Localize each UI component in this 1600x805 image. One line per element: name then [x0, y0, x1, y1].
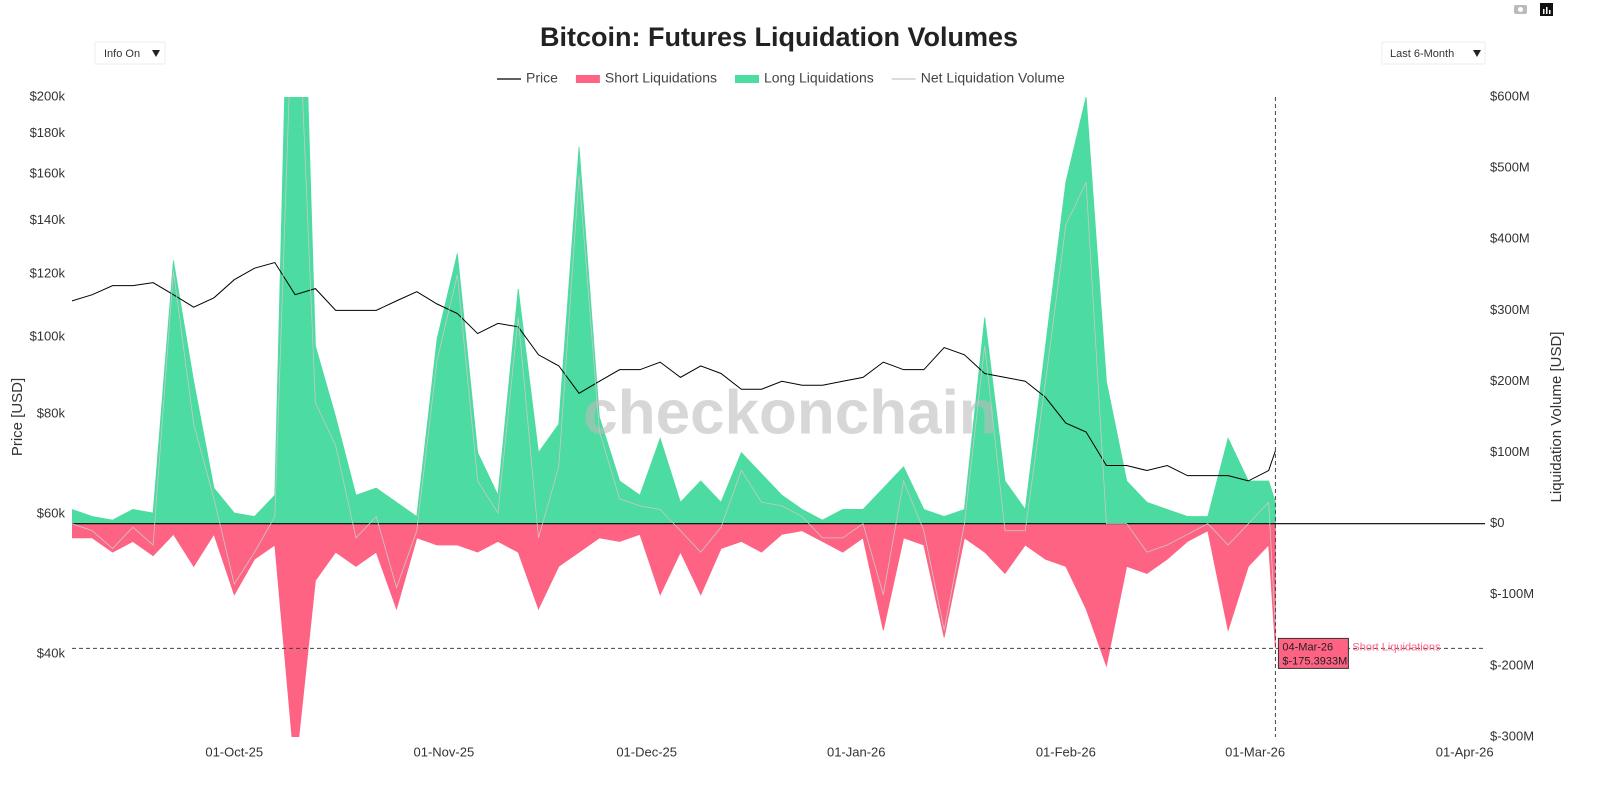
dropdown-arrow[interactable]: [152, 50, 160, 57]
x-tick-label: 01-Apr-26: [1436, 744, 1494, 759]
y2-tick-label: $300M: [1490, 302, 1530, 317]
y2-axis-title: Liquidation Volume [USD]: [1548, 332, 1565, 503]
dropdown-box[interactable]: [1381, 41, 1486, 65]
legend-label: Short Liquidations: [605, 70, 717, 86]
line: [72, 97, 1276, 631]
tooltip-date: 04-Mar-26: [1282, 641, 1333, 653]
logo-icon[interactable]: [1540, 3, 1553, 16]
dropdown-arrow[interactable]: [1473, 50, 1481, 57]
y2-tick-label: $-100M: [1490, 586, 1534, 601]
watermark: checkonchain: [583, 378, 996, 447]
dropdown-label[interactable]: Info On: [104, 48, 140, 60]
dropdown-label[interactable]: Last 6-Month: [1390, 48, 1454, 60]
info-dropdown[interactable]: Info On: [94, 41, 166, 65]
x-tick-label: 01-Jan-26: [827, 744, 886, 759]
y-tick-label: $40k: [37, 646, 66, 661]
tooltip-series: Short Liquidations: [1352, 641, 1441, 653]
legend: Price Short Liquidations Long Liquidations…: [497, 70, 1065, 86]
y2-tick-label: $500M: [1490, 160, 1530, 175]
y2-tick-label: $400M: [1490, 231, 1530, 246]
y-tick-label: $160k: [30, 166, 66, 181]
x-tick-label: 01-Mar-26: [1225, 744, 1285, 759]
y-tick-label: $200k: [30, 88, 66, 103]
tooltip: 04-Mar-26 $-175.3933M Short Liquidations: [72, 97, 1485, 737]
chart-title: Bitcoin: Futures Liquidation Volumes: [540, 22, 1018, 52]
lines: [72, 97, 1485, 631]
y-tick-label: $60k: [37, 505, 66, 520]
x-tick-label: 01-Nov-25: [413, 744, 474, 759]
axes: $40k $60k $80k $100k $120k $140k $160k $180k $20…: [30, 88, 1535, 759]
icon-shape: [1543, 9, 1545, 14]
legend-label: Long Liquidations: [764, 70, 874, 86]
icon-shape[interactable]: [1518, 7, 1523, 12]
area: [72, 523, 1276, 737]
y2-tick-label: $600M: [1490, 88, 1530, 103]
y2-tick-label: $-300M: [1490, 728, 1534, 743]
y-tick-label: $140k: [30, 212, 66, 227]
x-tick-label: 01-Feb-26: [1036, 744, 1096, 759]
legend-swatch: [734, 75, 759, 83]
tooltip-value: $-175.3933M: [1282, 655, 1347, 667]
x-tick-label: 01-Dec-25: [616, 744, 677, 759]
line: [72, 261, 1276, 482]
x-tick-label: 01-Oct-25: [205, 744, 263, 759]
y-axis-title: Price [USD]: [9, 378, 26, 456]
y-tick-label: $100k: [30, 328, 66, 343]
dropdown-box[interactable]: [94, 41, 166, 65]
y2-tick-label: $-200M: [1490, 657, 1534, 672]
y2-tick-label: $100M: [1490, 444, 1530, 459]
y-tick-label: $120k: [30, 265, 66, 280]
y-tick-label: $80k: [37, 406, 66, 421]
icon-shape: [1549, 10, 1551, 14]
range-dropdown[interactable]: Last 6-Month: [1381, 41, 1486, 65]
areas: [72, 97, 1276, 737]
y2-tick-label: $200M: [1490, 373, 1530, 388]
y-tick-label: $180k: [30, 125, 66, 140]
legend-swatch: [575, 75, 600, 83]
legend-label: Net Liquidation Volume: [921, 70, 1065, 86]
y2-tick-label: $0: [1490, 515, 1504, 530]
camera-icon[interactable]: [1514, 5, 1527, 14]
area: [72, 97, 1276, 525]
legend-label: Price: [526, 70, 558, 86]
icon-shape: [1546, 7, 1548, 14]
tooltip-box: [1277, 637, 1349, 669]
